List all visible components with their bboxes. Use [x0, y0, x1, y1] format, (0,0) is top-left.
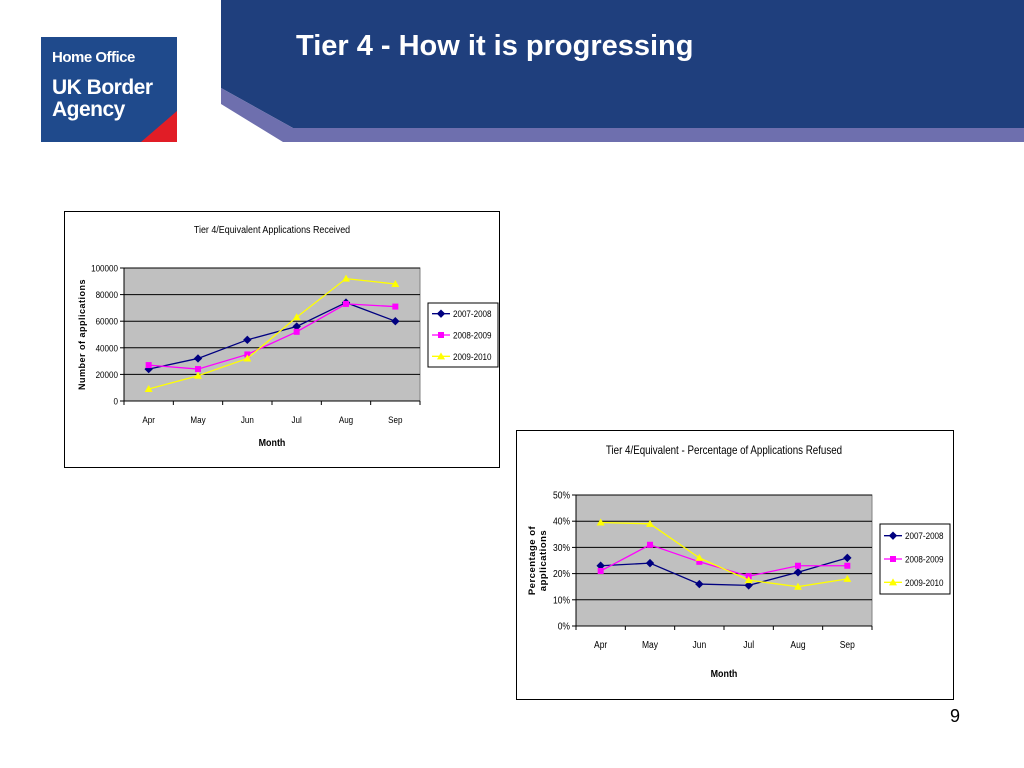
chart2-xlabel: Month — [711, 668, 738, 680]
chart1-ytick-label: 0 — [114, 396, 119, 407]
chart2-point-2009-2010 — [744, 576, 753, 584]
chart1-xlabel: Month — [259, 437, 286, 449]
chart2-series-line-2009-2010 — [600, 521, 848, 588]
page-number: 9 — [950, 706, 961, 726]
chart1-point-2008-2009 — [343, 300, 349, 307]
chart1-point-2007-2008 — [243, 335, 252, 345]
chart1-point-2008-2009 — [195, 366, 201, 373]
chart2-plot-area — [575, 494, 873, 627]
chart1-xtick-label: Apr — [142, 414, 155, 425]
chart2-legend-marker-2009-2010 — [889, 578, 897, 586]
chart1-xtick-label: Jun — [241, 414, 254, 425]
chart1-point-2007-2008 — [193, 354, 203, 363]
chart2-point-2009-2010 — [843, 574, 852, 582]
chart-percentage-refused-svg: Tier 4/Equivalent - Percentage of Applic… — [527, 444, 951, 680]
logo-red-corner — [141, 111, 177, 142]
chart2-ytick-label: 10% — [553, 595, 570, 606]
chart1-point-2009-2010 — [342, 274, 350, 282]
chart1-xtick-label: Aug — [339, 414, 353, 425]
chart1-plot-area — [123, 267, 421, 402]
chart1-title: Tier 4/Equivalent Applications Received — [194, 224, 350, 236]
chart2-legend-marker-2008-2009 — [890, 556, 896, 562]
chart1-legend-label: 2008-2009 — [453, 330, 492, 341]
chart1-point-2009-2010 — [144, 385, 153, 393]
chart2-point-2009-2010 — [596, 518, 605, 526]
chart1-legend-marker-2007-2008 — [436, 309, 446, 318]
slide-title: Tier 4 - How it is progressing — [296, 30, 694, 62]
chart2-ytick-label: 50% — [553, 490, 570, 501]
chart2-point-2008-2009 — [795, 562, 801, 569]
chart2-point-2009-2010 — [794, 582, 802, 590]
chart2-point-2007-2008 — [793, 568, 803, 577]
chart1-series-line-2009-2010 — [148, 277, 396, 390]
chart2-legend-label: 2007-2008 — [905, 531, 944, 542]
chart2-xtick-label: May — [642, 639, 658, 650]
chart2-xtick-label: Jun — [692, 639, 706, 650]
chart1-ytick-label: 20000 — [96, 369, 119, 380]
chart2-ylabel-line: Percentage of — [527, 526, 538, 596]
chart2-point-2008-2009 — [696, 558, 703, 565]
header-blue-band — [221, 0, 1024, 128]
chart1-xtick-label: Sep — [388, 414, 402, 425]
chart2-point-2009-2010 — [646, 519, 654, 527]
chart2-xtick-label: Apr — [594, 639, 607, 650]
chart1-ytick-label: 100000 — [91, 263, 118, 274]
chart-applications-received-svg: Tier 4/Equivalent Applications Received 0… — [77, 224, 499, 449]
chart2-point-2008-2009 — [597, 567, 604, 574]
chart1-legend-label: 2007-2008 — [453, 309, 492, 320]
chart1-point-2009-2010 — [243, 354, 252, 362]
chart1-ytick-label: 80000 — [96, 289, 119, 300]
chart2-ytick-label: 40% — [553, 516, 570, 527]
chart1-point-2007-2008 — [391, 316, 400, 326]
chart1-legend-marker-2008-2009 — [438, 332, 444, 338]
chart1-point-2009-2010 — [194, 371, 202, 379]
chart2-title: Tier 4/Equivalent - Percentage of Applic… — [606, 444, 842, 457]
chart2-legend-marker-2007-2008 — [888, 531, 898, 540]
chart2-ytick-label: 30% — [553, 542, 570, 553]
chart2-legend-label: 2008-2009 — [905, 554, 944, 565]
chart1-point-2008-2009 — [145, 362, 152, 369]
chart1-legend-label: 2009-2010 — [453, 351, 492, 362]
logo-agency-text: UK Border Agency — [52, 76, 153, 121]
chart1-ylabel: Number of applications — [77, 279, 87, 390]
chart1-series-line-2008-2009 — [148, 303, 396, 370]
chart2-ytick-label: 0% — [558, 621, 570, 632]
chart1-legend-marker-2009-2010 — [437, 352, 445, 360]
chart2-point-2008-2009 — [647, 541, 653, 548]
chart1-series-line-2007-2008 — [148, 301, 396, 370]
chart-applications-received: Tier 4/Equivalent Applications Received 0… — [64, 211, 500, 468]
chart1-ytick-label: 40000 — [96, 343, 119, 354]
chart2-point-2007-2008 — [695, 579, 704, 589]
header-banner — [221, 0, 1024, 142]
chart2-point-2008-2009 — [844, 562, 851, 569]
uk-border-agency-logo: Home Office UK Border Agency — [41, 37, 177, 142]
chart2-point-2007-2008 — [645, 558, 655, 568]
chart2-xtick-label: Jul — [743, 639, 754, 650]
logo-org-text: Home Office — [52, 49, 135, 66]
chart2-point-2007-2008 — [843, 553, 852, 563]
chart1-point-2009-2010 — [391, 279, 400, 287]
chart2-xtick-label: Sep — [840, 639, 855, 650]
chart1-point-2008-2009 — [392, 303, 399, 310]
chart-percentage-refused: Tier 4/Equivalent - Percentage of Applic… — [516, 430, 954, 700]
chart1-xtick-label: May — [190, 414, 206, 425]
chart1-xtick-label: Jul — [292, 414, 302, 425]
chart2-legend-label: 2009-2010 — [905, 577, 944, 588]
chart2-point-2007-2008 — [744, 581, 753, 590]
chart2-ytick-label: 20% — [553, 568, 570, 579]
chart1-point-2008-2009 — [293, 328, 300, 335]
chart2-ylabel-line: applications — [538, 530, 549, 591]
chart1-point-2009-2010 — [292, 313, 301, 321]
chart2-point-2009-2010 — [695, 553, 704, 561]
chart1-ytick-label: 60000 — [96, 316, 119, 327]
chart2-xtick-label: Aug — [790, 639, 805, 650]
header-purple-stripe — [221, 88, 1024, 142]
chart2-series-line-2007-2008 — [600, 557, 848, 587]
